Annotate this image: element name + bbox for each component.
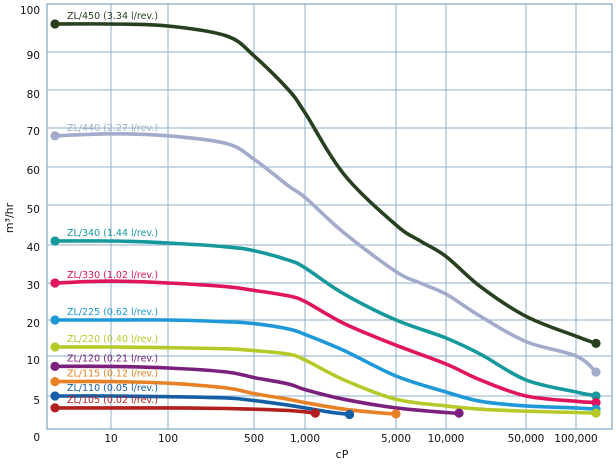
series-label: ZL/110 (0.05 l/rev.): [67, 383, 158, 394]
plot-border: [46, 3, 613, 430]
series-zl-110: ZL/110 (0.05 l/rev.): [50, 383, 355, 420]
y-tick-label: 30: [27, 280, 40, 292]
x-tick-label: 100,000: [554, 433, 597, 445]
y-tick-label: 80: [27, 89, 40, 101]
series-label: ZL/105 (0.02 l/rev.): [67, 395, 158, 406]
x-tick-label: 1,000: [290, 433, 320, 445]
series-start-marker: [50, 315, 60, 325]
series-zl-115: ZL/115 (0.12 l/rev.): [50, 369, 401, 419]
y-tick-label: 0: [33, 432, 40, 444]
series-line: [53, 239, 598, 398]
y-tick-label: 40: [27, 242, 40, 254]
series-label: ZL/330 (1.02 l/rev.): [67, 270, 158, 281]
y-tick-label: 60: [27, 165, 40, 177]
y-tick-label: 20: [27, 318, 40, 330]
x-axis-ticks: 10 100 500 1,000 5,000 10,000 50,000 100,000: [104, 433, 597, 445]
series-end-marker: [591, 338, 601, 348]
x-tick-label: 100: [158, 433, 178, 445]
series-line: [53, 364, 461, 415]
series-line: [53, 131, 598, 374]
series-line: [53, 406, 318, 415]
series-end-marker: [454, 408, 464, 418]
series-start-marker: [50, 361, 60, 371]
y-tick-label: 50: [27, 204, 40, 216]
series-label: ZL/220 (0.40 l/rev.): [67, 334, 158, 345]
series-end-marker: [344, 409, 355, 420]
y-tick-label: 10: [27, 355, 40, 367]
series-end-marker: [310, 408, 320, 418]
series-label: ZL/120 (0.21 l/rev.): [67, 353, 158, 364]
x-tick-label: 500: [244, 433, 264, 445]
series-end-marker: [591, 391, 601, 401]
y-axis-ticks: 0 5 10 20 30 40 50 60 70 80 90 100: [20, 5, 40, 444]
series-zl-330: ZL/330 (1.02 l/rev.): [50, 270, 601, 408]
series-line: [53, 345, 598, 415]
series-start-marker: [50, 278, 60, 288]
y-tick-label: 70: [27, 126, 40, 138]
x-axis-label: cP: [336, 448, 349, 461]
plot-frame: [46, 3, 613, 430]
y-tick-label: 90: [27, 50, 40, 62]
series-label: ZL/450 (3.34 l/rev.): [67, 11, 158, 22]
x-tick-label: 50,000: [508, 433, 545, 445]
series-zl-340: ZL/340 (1.44 l/rev.): [50, 228, 601, 401]
x-tick-label: 5,000: [381, 433, 411, 445]
x-tick-label: 10: [104, 433, 117, 445]
series-start-marker: [50, 342, 60, 352]
series-zl-440: ZL/440 (2.27 l/rev.): [50, 123, 601, 377]
y-axis-label: m³/hr: [3, 202, 16, 233]
y-tick-label: 5: [33, 395, 40, 407]
series-start-marker: [50, 131, 60, 141]
y-tick-label: 100: [20, 5, 40, 17]
series-group: ZL/450 (3.34 l/rev.) ZL/440 (2.27 l/rev.)…: [50, 11, 601, 420]
series-line: [53, 318, 598, 411]
series-zl-105: ZL/105 (0.02 l/rev.): [50, 395, 320, 418]
series-end-marker: [591, 367, 601, 377]
series-zl-220: ZL/220 (0.40 l/rev.): [50, 334, 601, 418]
series-end-marker: [591, 398, 601, 408]
series-start-marker: [50, 19, 60, 29]
series-line: [53, 279, 598, 405]
series-start-marker: [50, 236, 60, 246]
series-label: ZL/440 (2.27 l/rev.): [67, 123, 158, 134]
series-zl-450: ZL/450 (3.34 l/rev.): [50, 11, 601, 348]
series-line: [53, 379, 398, 416]
series-label: ZL/340 (1.44 l/rev.): [67, 228, 158, 239]
series-start-marker: [50, 377, 60, 387]
series-line: [53, 22, 598, 346]
series-start-marker: [50, 403, 60, 413]
x-tick-label: 10,000: [428, 433, 465, 445]
series-label: ZL/115 (0.12 l/rev.): [67, 369, 158, 380]
series-start-marker: [50, 391, 60, 401]
series-end-marker: [391, 409, 401, 419]
series-line: [53, 394, 352, 417]
series-zl-120: ZL/120 (0.21 l/rev.): [50, 353, 464, 418]
series-label: ZL/225 (0.62 l/rev.): [67, 307, 158, 318]
series-end-marker: [591, 408, 601, 418]
